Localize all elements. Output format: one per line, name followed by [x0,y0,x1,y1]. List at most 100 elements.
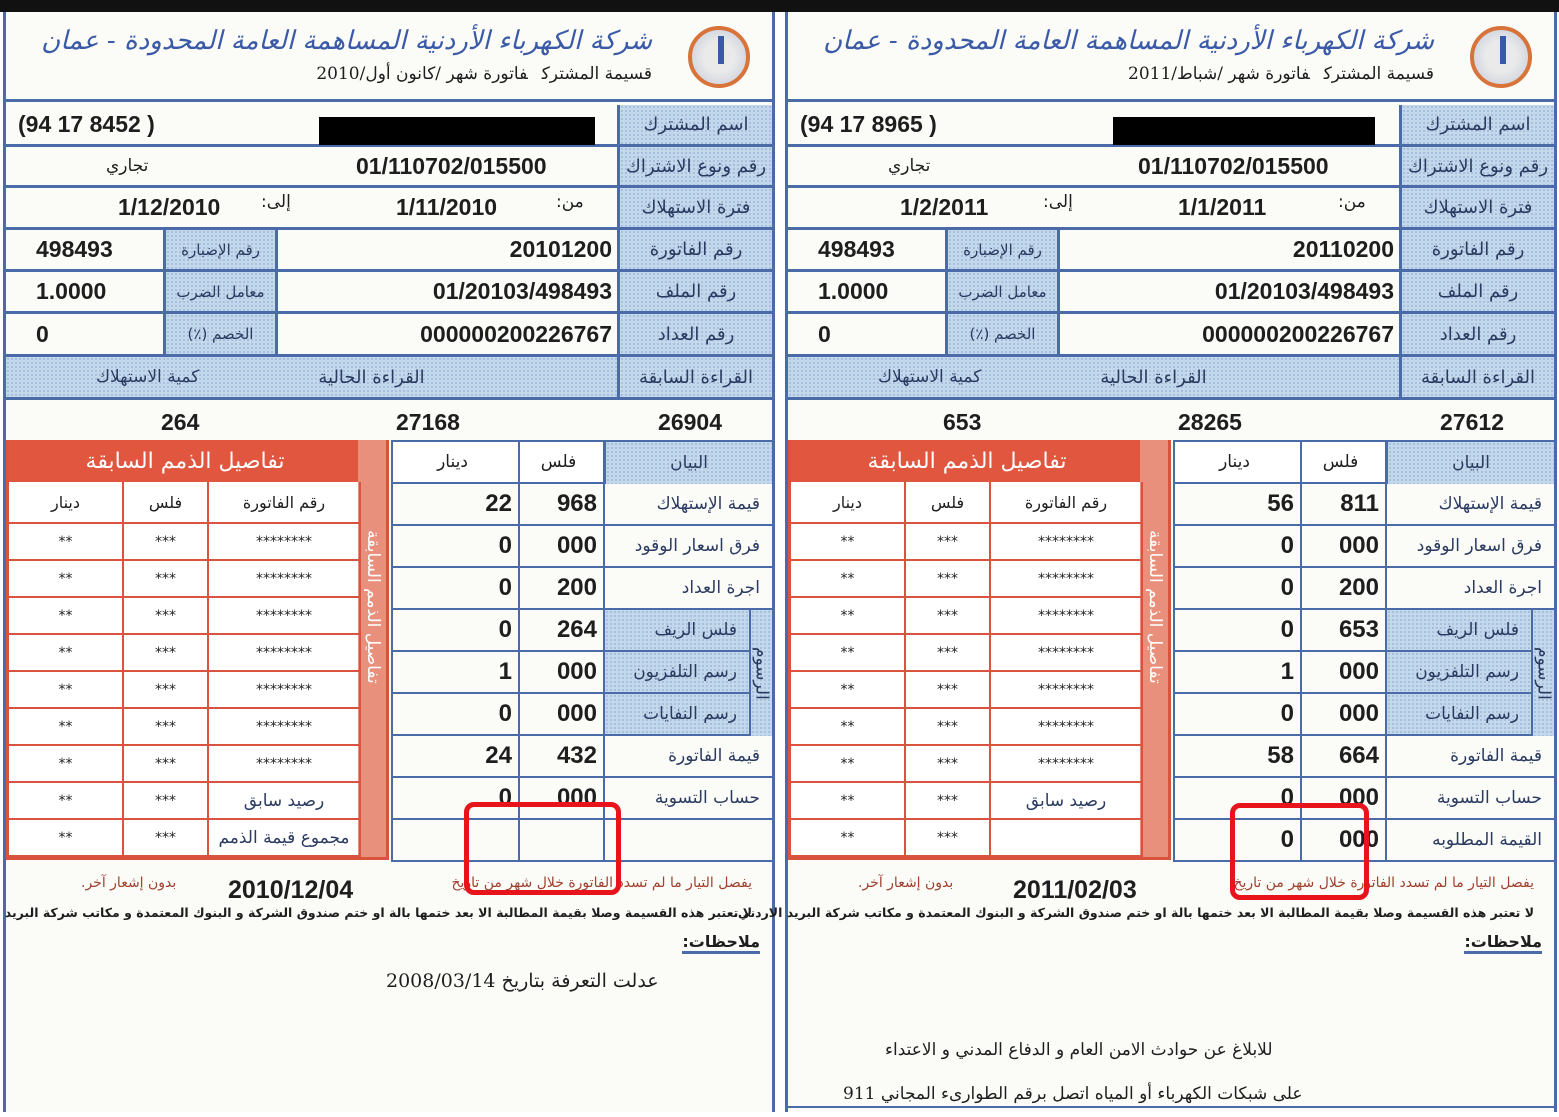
electricity-bill: شركة الكهرباء الأردنية المساهمة العامة ا… [733,12,1557,1112]
charge-label: قيمة الفاتورة [603,736,772,778]
charge-label: فرق اسعار الوقود [1385,526,1554,568]
consumption: 653 [943,408,982,435]
label-previous_reading: القراءة السابقة [617,357,772,397]
current-reading: 28265 [1178,408,1242,435]
subscriber-copy-label: قسيمة المشترك [541,64,652,84]
info-row-previous_reading: القراءة السابقة [788,357,1554,400]
period-to-label: إلى: [1043,192,1073,212]
charges-column-header-dinar: دينار [1173,442,1300,484]
debt-cell-invoice: ******** [209,672,361,709]
scan-border [0,0,1559,12]
label-name: اسم المشترك [617,105,772,144]
label-meter: رقم العداد [1399,314,1554,354]
debt-cell-invoice: ******** [991,635,1143,672]
label-building: رقم الإضبارة [163,230,278,269]
label-multiplier: معامل الضرب [163,272,278,311]
label-name: اسم المشترك [1399,105,1554,144]
note-line: للابلاغ عن حوادث الامن العام و الدفاع ال… [885,1040,1273,1060]
debt-cell-dinar: ** [9,820,124,857]
value-file-no: 01/20103/498493 [432,278,612,304]
debt-cell-invoice: ******** [991,746,1143,783]
debt-cell-fils: *** [906,820,991,857]
consumption: 264 [161,408,200,435]
debt-cell-fils: *** [124,635,209,672]
prior-debts-table: تفاصيل الذمم السابقة تفاصيل الذمم السابقة… [788,440,1171,860]
debt-cell-dinar: ** [9,598,124,635]
charge-dinar: 24 [391,736,518,778]
charge-fils: 200 [1300,568,1385,610]
info-row-period: فترة الاستهلاك [788,188,1554,230]
label-consumption: كمية الاستهلاك [878,367,982,387]
charge-label: فلس الريف [603,610,749,652]
debt-column-header-dinar: دينار [9,482,124,524]
charge-label: القيمة المطلوبه [1385,820,1554,862]
debt-cell-dinar: ** [791,598,906,635]
label-period: فترة الاستهلاك [1399,188,1554,227]
period-to: 1/12/2010 [118,194,221,220]
charge-dinar: 0 [1173,568,1300,610]
info-row-name: اسم المشترك [6,105,772,147]
debt-cell-dinar: ** [791,709,906,746]
prior-debts-title: تفاصيل الذمم السابقة [791,440,1143,482]
label-subscription: رقم ونوع الاشتراك [1399,147,1554,185]
charge-fils: 000 [518,526,603,568]
redacted-subscriber-name [1113,117,1375,145]
value-invoice-no: 20110200 [1292,236,1394,262]
debt-cell-fils: *** [906,598,991,635]
debt-cell-invoice: مجموع قيمة الذمم [209,820,361,857]
prior-debts-side-band [358,440,386,857]
charge-label: فرق اسعار الوقود [603,526,772,568]
charge-label: فلس الريف [1385,610,1531,652]
charge-dinar [391,820,518,862]
previous-reading: 26904 [658,408,722,435]
charge-fils: 432 [518,736,603,778]
charge-fils: 000 [518,652,603,694]
debt-column-header-fils: فلس [124,482,209,524]
debt-cell-fils: *** [124,783,209,820]
bill-subtitle: قسيمة المشترك فاتورة شهر /شباط/2011 [1114,64,1434,84]
value-meter-no: 000000200226767 [420,320,612,347]
debt-cell-invoice [991,820,1143,857]
debt-cell-dinar: ** [9,783,124,820]
debt-cell-fils: *** [906,709,991,746]
label-invoice: رقم الفاتورة [617,230,772,269]
debt-cell-invoice: ******** [991,672,1143,709]
info-row-meter: رقم العداد [6,314,772,357]
label-file: رقم الملف [1399,272,1554,311]
label-multiplier: معامل الضرب [945,272,1060,311]
charge-label: قيمة الإستهلاك [1385,484,1554,526]
info-row-meter: رقم العداد [788,314,1554,357]
prior-debts-side-band [1140,440,1168,857]
debt-cell-dinar: ** [9,635,124,672]
charge-label: اجرة العداد [1385,568,1554,610]
label-building: رقم الإضبارة [945,230,1060,269]
charge-label: قيمة الفاتورة [1385,736,1554,778]
debt-column-header-dinar: دينار [791,482,906,524]
charge-fils: 968 [518,484,603,526]
label-period: فترة الاستهلاك [617,188,772,227]
notes-title: ملاحظات: [1464,932,1542,954]
debt-cell-fils: *** [906,561,991,598]
charge-fils: 000 [1300,526,1385,568]
label-file: رقم الملف [617,272,772,311]
debt-cell-invoice: ******** [991,524,1143,561]
subscription-number: 01/110702/015500 [1138,152,1329,179]
info-row-subscription: رقم ونوع الاشتراك [788,147,1554,188]
debt-column-header-fils: فلس [906,482,991,524]
receipt-note: لا تعتبر هذه القسيمة وصلا بقيمة المطالبة… [733,905,1534,920]
company-logo-icon [1470,26,1532,88]
debt-cell-invoice: ******** [209,635,361,672]
value-multiplier: 1.0000 [818,278,889,304]
previous-reading: 27612 [1440,408,1504,435]
period-to-label: إلى: [261,192,291,212]
debt-cell-dinar: ** [791,561,906,598]
value-multiplier: 1.0000 [36,278,107,304]
charge-fils: 811 [1300,484,1385,526]
debt-cell-dinar: ** [791,746,906,783]
charges-table: دينار 22 0 0 0 1 0 24 0 فلس 968 000 200 264 000 000 432 0… [391,440,772,862]
prior-debts-vertical-title: تفاصيل الذمم السابقة [363,530,383,684]
debt-cell-invoice: ******** [209,524,361,561]
red-highlight-box [1230,803,1369,900]
receipt-note: لا تعتبر هذه القسيمة وصلا بقيمة المطالبة… [0,905,752,920]
charge-dinar: 0 [391,568,518,610]
